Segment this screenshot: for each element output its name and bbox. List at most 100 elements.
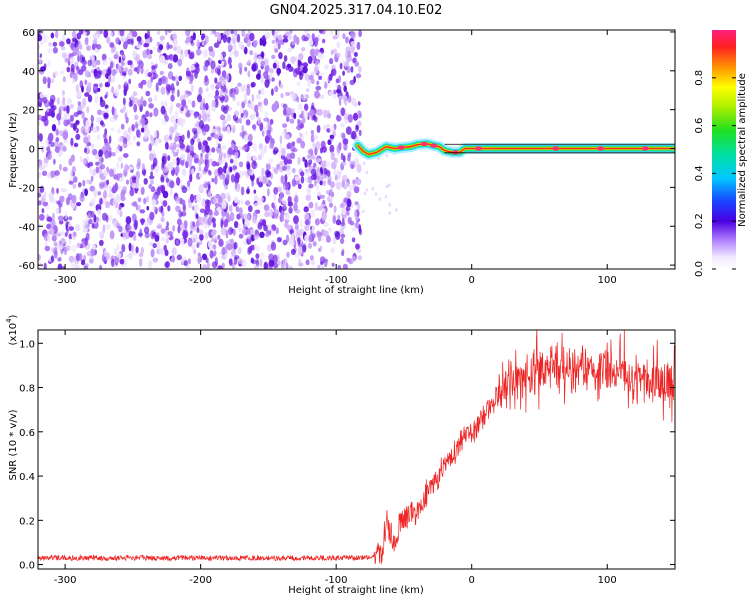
- noise-blob: [126, 38, 133, 45]
- noise-blob: [354, 222, 360, 229]
- noise-blob: [230, 174, 235, 183]
- noise-blob: [286, 251, 290, 258]
- noise-blob: [340, 122, 345, 128]
- noise-blob: [347, 155, 351, 162]
- noise-blob: [84, 237, 89, 246]
- noise-blob: [271, 77, 275, 82]
- noise-blob: [108, 185, 112, 193]
- noise-blob: [269, 72, 273, 80]
- noise-blob: [252, 165, 257, 170]
- noise-blob: [311, 260, 315, 266]
- noise-blob: [315, 89, 320, 99]
- noise-blob: [164, 30, 168, 36]
- spectrogram-ytick-label: -60: [19, 261, 35, 272]
- noise-blob: [189, 79, 193, 85]
- noise-blob: [198, 183, 205, 191]
- noise-blob: [225, 212, 230, 218]
- noise-blob: [217, 196, 223, 204]
- noise-blob: [357, 248, 362, 254]
- noise-blob: [291, 141, 296, 147]
- noise-blob: [214, 77, 218, 84]
- noise-blob: [301, 93, 307, 101]
- noise-blob: [153, 73, 159, 79]
- noise-blob: [152, 46, 157, 51]
- noise-blob: [343, 184, 347, 190]
- noise-blob: [62, 96, 66, 106]
- noise-blob: [64, 211, 68, 220]
- noise-blob: [328, 90, 333, 97]
- noise-blob: [260, 60, 266, 67]
- noise-blob: [89, 185, 96, 192]
- noise-blob: [299, 123, 305, 129]
- noise-blob: [68, 239, 72, 245]
- noise-blob: [209, 30, 213, 36]
- noise-blob: [48, 132, 54, 142]
- noise-blob: [128, 130, 133, 135]
- noise-blob: [326, 123, 331, 128]
- noise-blob: [113, 54, 119, 60]
- noise-blob: [279, 191, 284, 201]
- noise-blob: [127, 60, 133, 66]
- noise-blob: [84, 79, 88, 85]
- noise-blob: [39, 160, 42, 167]
- noise-blob: [90, 122, 94, 128]
- noise-blob: [95, 161, 100, 166]
- noise-blob: [220, 219, 224, 229]
- noise-blob: [177, 89, 180, 98]
- noise-blob: [331, 161, 337, 170]
- stray-blob: [388, 211, 392, 215]
- noise-blob: [148, 184, 153, 189]
- noise-blob: [137, 158, 141, 168]
- noise-blob: [298, 258, 302, 267]
- noise-blob: [110, 127, 115, 132]
- noise-blob: [353, 52, 358, 57]
- noise-blob: [246, 84, 250, 89]
- noise-blob: [217, 234, 221, 240]
- noise-blob: [319, 180, 323, 186]
- noise-blob: [336, 41, 341, 49]
- noise-blob: [352, 179, 356, 184]
- noise-blob: [342, 94, 347, 100]
- noise-blob: [217, 68, 221, 76]
- noise-blob: [134, 221, 138, 230]
- colorbar-label: Normalized spectral amplitude: [737, 73, 748, 227]
- noise-blob: [281, 147, 286, 157]
- noise-blob: [95, 117, 101, 123]
- noise-blob: [223, 152, 227, 159]
- stray-blob: [385, 153, 389, 158]
- noise-blob: [56, 187, 59, 194]
- noise-blob: [103, 250, 108, 258]
- noise-blob: [152, 257, 159, 263]
- noise-blob: [224, 104, 229, 111]
- noise-blob: [290, 145, 296, 152]
- noise-blob: [300, 176, 305, 184]
- snr-xtick-label: 0: [469, 575, 475, 586]
- noise-blob: [225, 30, 230, 36]
- noise-blob: [167, 63, 173, 70]
- noise-blob: [234, 221, 239, 229]
- noise-blob: [71, 244, 77, 252]
- noise-blob: [102, 59, 108, 66]
- noise-blob: [203, 165, 209, 172]
- noise-blob: [117, 128, 121, 134]
- noise-blob: [91, 53, 95, 61]
- noise-blob: [158, 206, 164, 213]
- noise-blob: [313, 134, 319, 140]
- noise-blob: [323, 258, 328, 268]
- noise-blob: [312, 142, 317, 148]
- noise-blob: [324, 64, 329, 70]
- noise-blob: [124, 231, 130, 240]
- noise-blob: [91, 197, 96, 206]
- noise-blob: [333, 169, 338, 176]
- noise-blob: [229, 158, 234, 164]
- noise-blob: [331, 180, 334, 190]
- noise-blob: [42, 96, 48, 104]
- noise-blob: [229, 212, 235, 222]
- noise-blob: [174, 136, 180, 142]
- noise-blob: [240, 199, 244, 205]
- noise-blob: [216, 81, 222, 88]
- noise-blob: [247, 141, 253, 147]
- noise-blob: [68, 226, 74, 232]
- noise-blob: [208, 240, 213, 249]
- noise-blob: [269, 118, 274, 125]
